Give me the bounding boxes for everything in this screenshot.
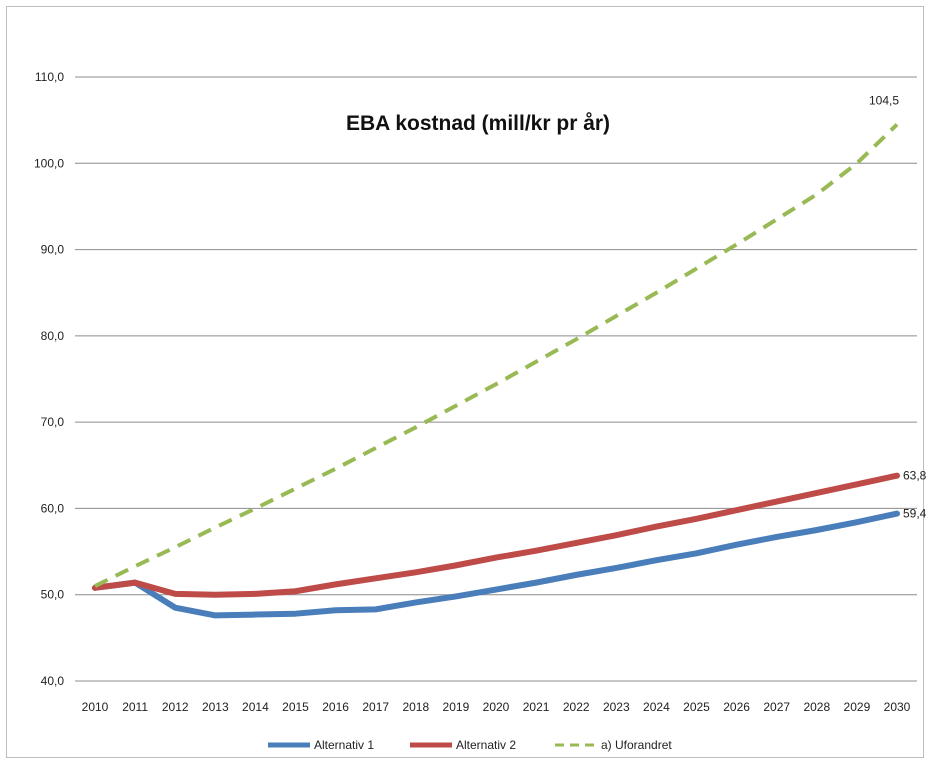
x-tick-label: 2018 [402,700,429,714]
end-value-label: 59,4 [903,507,927,521]
x-tick-label: 2027 [763,700,790,714]
y-axis-ticks: 40,0 50,0 60,0 70,0 80,0 90,0 100,0 110,0 [34,70,64,688]
y-tick-label: 110,0 [35,70,64,84]
x-tick-label: 2028 [803,700,830,714]
chart-title: EBA kostnad (mill/kr pr år) [346,112,610,135]
x-tick-label: 2010 [82,700,109,714]
x-tick-label: 2024 [643,700,670,714]
y-tick-label: 70,0 [41,415,65,429]
legend-label: Alternativ 2 [456,738,516,752]
x-tick-label: 2019 [443,700,470,714]
chart-frame [6,6,924,758]
x-tick-label: 2023 [603,700,630,714]
x-tick-label: 2017 [362,700,389,714]
y-tick-label: 80,0 [41,329,65,343]
x-axis-ticks: 2010 2011 2012 2013 2014 2015 2016 2017 2018 2019… [82,700,911,714]
series-line-1 [92,510,900,619]
x-tick-label: 2021 [523,700,550,714]
y-tick-label: 90,0 [41,243,65,257]
end-value-label: 104,5 [869,93,899,107]
series-lines [92,123,900,619]
y-tick-label: 100,0 [34,156,64,170]
x-tick-label: 2016 [322,700,349,714]
x-tick-label: 2025 [683,700,710,714]
series-line-3 [94,123,899,588]
legend-label: Alternativ 1 [314,738,374,752]
x-tick-label: 2014 [242,700,269,714]
x-tick-label: 2020 [483,700,510,714]
x-tick-label: 2030 [884,700,911,714]
legend-label: a) Uforandret [601,738,672,752]
x-tick-label: 2026 [723,700,750,714]
end-value-label: 63,8 [903,469,927,483]
y-tick-label: 40,0 [41,674,65,688]
grid-lines [75,76,917,682]
legend: Alternativ 1 Alternativ 2 a) Uforandret [268,738,672,752]
x-tick-label: 2029 [844,700,871,714]
x-tick-label: 2015 [282,700,309,714]
y-tick-label: 60,0 [41,501,65,515]
data-labels: 59,4 63,8 104,5 [869,93,927,520]
x-tick-label: 2012 [162,700,189,714]
series-line-2 [92,472,900,598]
x-tick-label: 2013 [202,700,229,714]
x-tick-label: 2022 [563,700,590,714]
y-tick-label: 50,0 [41,588,65,602]
x-tick-label: 2011 [122,700,148,714]
